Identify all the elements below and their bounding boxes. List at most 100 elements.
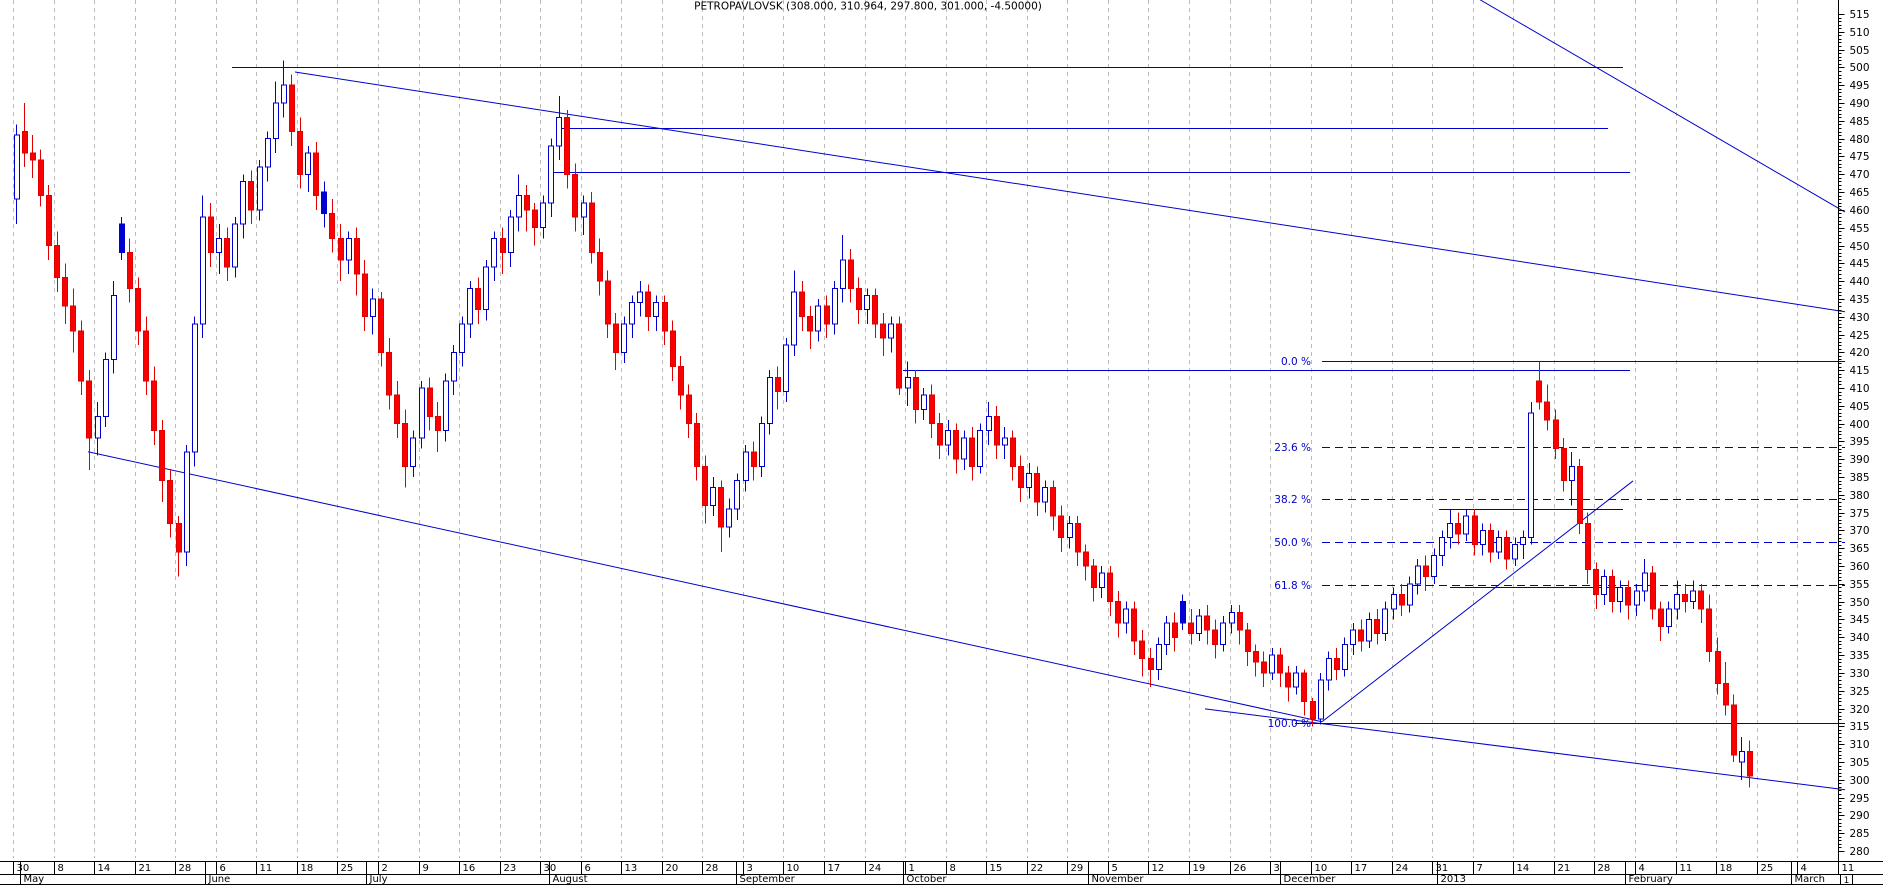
candle <box>1577 465 1583 524</box>
svg-text:8: 8 <box>950 863 956 874</box>
svg-text:14: 14 <box>98 863 111 874</box>
svg-text:315: 315 <box>1850 721 1870 733</box>
candle <box>1528 412 1534 539</box>
candle <box>589 202 595 254</box>
candle <box>1018 465 1024 489</box>
svg-text:23: 23 <box>504 863 517 874</box>
svg-text:30: 30 <box>17 863 30 874</box>
candle <box>1690 590 1696 603</box>
candle <box>1245 629 1251 653</box>
svg-text:17: 17 <box>828 863 841 874</box>
candle <box>710 487 716 507</box>
candle <box>637 291 643 303</box>
svg-text:61.8 %: 61.8 % <box>1274 580 1311 592</box>
svg-text:July: July <box>369 874 388 885</box>
svg-text:510: 510 <box>1850 27 1870 39</box>
svg-text:17: 17 <box>1355 863 1368 874</box>
candle <box>329 212 335 239</box>
candle <box>62 277 68 307</box>
candle <box>1285 672 1291 688</box>
svg-text:395: 395 <box>1850 436 1870 448</box>
svg-text:19: 19 <box>1193 863 1206 874</box>
candle <box>135 287 141 332</box>
svg-text:485: 485 <box>1850 116 1870 128</box>
candle <box>200 216 206 325</box>
svg-text:10: 10 <box>1315 863 1328 874</box>
candle <box>921 394 927 410</box>
svg-text:12: 12 <box>1152 863 1165 874</box>
candle <box>378 298 384 353</box>
svg-text:480: 480 <box>1850 134 1870 146</box>
candle <box>1682 594 1688 603</box>
candle <box>1342 643 1348 670</box>
candle <box>969 437 975 467</box>
svg-text:February: February <box>1629 874 1673 885</box>
svg-text:2013: 2013 <box>1441 874 1466 885</box>
candle <box>265 138 271 168</box>
candle <box>832 287 838 325</box>
svg-text:320: 320 <box>1850 704 1870 716</box>
candle <box>1747 750 1753 777</box>
candle <box>702 465 708 507</box>
candle <box>508 216 514 254</box>
svg-text:415: 415 <box>1850 365 1870 377</box>
svg-text:28: 28 <box>1598 863 1611 874</box>
svg-text:22: 22 <box>1031 863 1044 874</box>
candle <box>824 305 830 325</box>
candle <box>516 195 522 218</box>
candle <box>1553 419 1559 450</box>
svg-text:505: 505 <box>1850 45 1870 57</box>
candle <box>1382 608 1388 635</box>
candle <box>483 266 489 311</box>
candle <box>1650 572 1656 610</box>
candle <box>1010 437 1016 467</box>
candle <box>46 195 52 247</box>
candle <box>232 223 238 268</box>
candle <box>143 330 149 382</box>
candle <box>1156 643 1162 670</box>
candle <box>1496 537 1502 553</box>
candle <box>783 344 789 393</box>
candle <box>289 84 295 133</box>
candle <box>1326 658 1332 681</box>
candle <box>1625 586 1631 606</box>
svg-text:425: 425 <box>1850 330 1870 342</box>
candle <box>653 301 659 318</box>
candle <box>1310 700 1316 720</box>
candle <box>880 323 886 339</box>
candle <box>338 237 344 261</box>
candle <box>1034 472 1040 503</box>
candle <box>1698 590 1704 610</box>
svg-text:435: 435 <box>1850 294 1870 306</box>
candle <box>127 252 133 289</box>
candle <box>38 159 44 197</box>
candle <box>1318 679 1324 720</box>
candle <box>321 191 327 214</box>
candle <box>524 195 530 211</box>
svg-text:16: 16 <box>463 863 476 874</box>
candle <box>1585 522 1591 571</box>
candle <box>313 152 319 197</box>
svg-text:495: 495 <box>1850 80 1870 92</box>
svg-text:360: 360 <box>1850 561 1870 573</box>
candle <box>224 237 230 268</box>
svg-text:11: 11 <box>260 863 273 874</box>
svg-text:455: 455 <box>1850 223 1870 235</box>
candle <box>1593 569 1599 596</box>
candle <box>346 237 352 261</box>
candle <box>208 216 214 254</box>
candle <box>216 237 222 254</box>
candle <box>1407 583 1413 606</box>
svg-text:350: 350 <box>1850 597 1870 609</box>
page-indicator: 1 <box>1840 874 1853 885</box>
candle <box>30 152 36 161</box>
candle <box>119 223 125 254</box>
candle <box>78 330 84 382</box>
svg-text:23.6 %: 23.6 % <box>1274 442 1311 454</box>
candle <box>1731 704 1737 756</box>
candle <box>1544 401 1550 421</box>
candle <box>435 415 441 432</box>
candle <box>386 351 392 396</box>
candle <box>1488 529 1494 553</box>
svg-text:9: 9 <box>423 863 429 874</box>
